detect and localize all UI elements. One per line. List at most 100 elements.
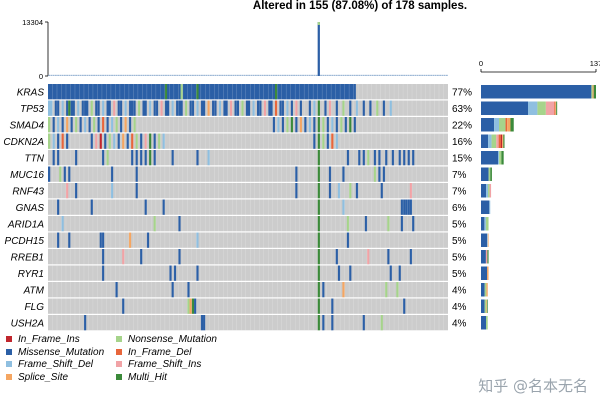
alteration-cell xyxy=(56,232,60,248)
alteration-cell xyxy=(342,282,345,298)
right-bar-segment xyxy=(486,299,488,313)
top-bar xyxy=(414,74,417,76)
alteration-cell xyxy=(164,100,170,116)
alteration-cell xyxy=(196,265,199,281)
alteration-cell xyxy=(252,100,255,116)
alteration-cell xyxy=(241,100,244,116)
right-bar-segment xyxy=(556,101,558,115)
alteration-cell xyxy=(207,100,210,116)
top-bar xyxy=(378,74,381,76)
alteration-cell xyxy=(412,150,415,166)
top-bar xyxy=(61,74,64,76)
top-bar xyxy=(189,74,192,76)
top-bar xyxy=(427,74,430,76)
alteration-cell xyxy=(115,282,118,298)
alteration-cell xyxy=(171,282,174,298)
gene-percent-label: 7% xyxy=(452,170,467,181)
legend-label: In_Frame_Del xyxy=(128,346,192,358)
alteration-cell xyxy=(396,282,399,298)
top-bar xyxy=(72,74,75,76)
gene-percent-label: 5% xyxy=(452,236,467,247)
alteration-cell xyxy=(65,183,69,199)
top-bar xyxy=(147,74,149,76)
top-bar xyxy=(117,74,120,76)
gene-percent-label: 4% xyxy=(452,302,467,313)
top-bar xyxy=(275,74,278,76)
legend-label: Frame_Shift_Del xyxy=(18,359,94,370)
alteration-cell xyxy=(281,117,284,133)
top-bar xyxy=(122,74,125,76)
top-bar xyxy=(306,74,309,76)
top-bar xyxy=(344,74,347,76)
gene-label: GNAS xyxy=(16,203,45,214)
top-bar xyxy=(198,74,201,76)
top-bar xyxy=(176,74,179,76)
gene-percent-label: 7% xyxy=(452,186,467,197)
alteration-cell xyxy=(140,150,143,166)
alteration-cell xyxy=(407,150,410,166)
top-bar xyxy=(365,74,367,76)
alteration-cell xyxy=(328,100,332,116)
alteration-cell xyxy=(369,100,372,116)
top-bar xyxy=(380,74,383,76)
alteration-cell xyxy=(153,150,156,166)
alteration-cell xyxy=(90,133,93,149)
alteration-cell xyxy=(367,249,370,265)
gene-labels: KRAS 77% TP53 63% SMAD4 22% CDKN2A 16% TTN 15% MUC… xyxy=(3,87,472,329)
alteration-cell xyxy=(162,199,165,215)
right-bar-segment xyxy=(481,299,485,313)
alteration-cell xyxy=(299,117,302,133)
alteration-cell xyxy=(317,133,320,149)
top-bar xyxy=(392,74,394,76)
alteration-cell xyxy=(104,133,107,149)
alteration-cell xyxy=(317,216,320,232)
right-bar-segment xyxy=(481,101,529,115)
top-bar xyxy=(326,74,329,76)
matrix-row-bg xyxy=(48,199,448,215)
top-bar xyxy=(77,74,80,76)
matrix-row-bg xyxy=(48,298,448,314)
alteration-cell xyxy=(380,183,383,199)
alteration-cell xyxy=(328,183,332,199)
legend-swatch xyxy=(6,373,12,380)
alteration-cell xyxy=(263,100,266,116)
alteration-cell xyxy=(403,199,406,215)
alteration-cell xyxy=(59,166,62,182)
top-bar xyxy=(268,74,271,76)
alteration-cell xyxy=(378,166,381,182)
alteration-cell xyxy=(362,100,365,116)
right-bar-segment xyxy=(481,118,495,132)
top-bar xyxy=(216,74,219,76)
right-bar-segment xyxy=(500,134,503,148)
alteration-cell xyxy=(382,166,386,182)
alteration-cell xyxy=(322,117,325,133)
right-bar-segment xyxy=(487,233,489,247)
alteration-cell xyxy=(317,117,320,133)
top-bar xyxy=(108,74,111,76)
alteration-cell xyxy=(223,100,228,116)
gene-label: ATM xyxy=(23,285,45,296)
alteration-cell xyxy=(131,133,134,149)
matrix-row-bg xyxy=(48,265,448,281)
legend-swatch xyxy=(116,336,122,343)
top-bar xyxy=(227,74,230,76)
watermark: 知乎 @名本无名 xyxy=(478,377,588,395)
top-bar xyxy=(425,74,428,76)
matrix-row-bg xyxy=(48,133,448,149)
alteration-cell xyxy=(331,298,334,314)
top-bar xyxy=(279,74,282,76)
alteration-cell xyxy=(101,265,105,281)
alteration-cell xyxy=(131,150,134,166)
top-bar xyxy=(225,74,228,76)
alteration-cell xyxy=(405,199,408,215)
alteration-cell xyxy=(346,216,350,232)
alteration-cell xyxy=(385,282,388,298)
alteration-cell xyxy=(322,282,325,298)
top-bar xyxy=(115,74,118,76)
alteration-cell xyxy=(101,232,105,248)
matrix-row-bg xyxy=(48,166,448,182)
alteration-cell xyxy=(400,216,404,232)
top-bar xyxy=(203,74,206,76)
gene-percent-label: 5% xyxy=(452,252,467,263)
alteration-cell xyxy=(326,133,329,149)
